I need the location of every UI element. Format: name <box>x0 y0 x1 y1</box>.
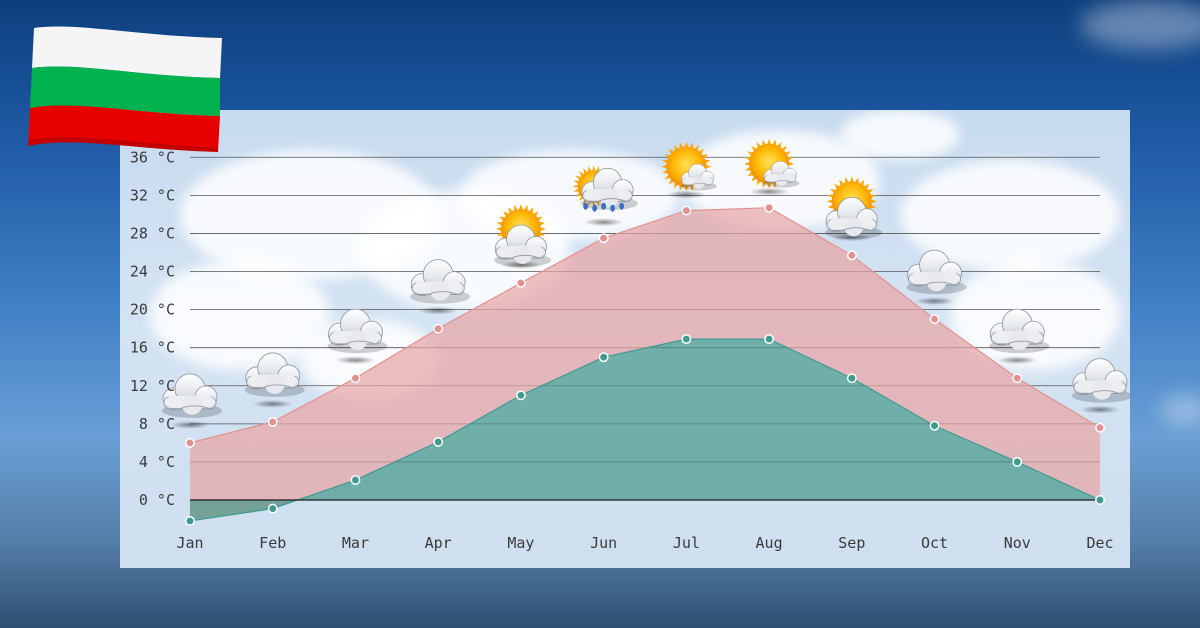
x-tick-label: Dec <box>1086 534 1113 552</box>
low-temp-point <box>267 503 278 514</box>
low-temp-area <box>190 339 1100 521</box>
low-temp-point <box>681 334 692 345</box>
y-tick-label: 36 °C <box>130 148 175 166</box>
y-tick-label: 32 °C <box>130 186 175 204</box>
cloudy-icon <box>1072 358 1130 414</box>
low-temp-point <box>764 334 775 345</box>
x-tick-label: Mar <box>342 534 369 552</box>
high-temp-point <box>1095 422 1105 433</box>
high-temp-point <box>929 314 940 325</box>
x-axis-ticks: Jan Feb Mar Apr May Jun Jul Aug Sep Oct Nov Dec <box>176 534 1113 552</box>
sun-cloud-rain-icon <box>572 165 638 227</box>
high-temp-point <box>185 437 195 448</box>
y-tick-label: 20 °C <box>130 301 175 319</box>
panel-cloud <box>150 260 330 370</box>
bulgaria-flag-icon <box>28 26 222 152</box>
high-temp-point <box>350 373 361 384</box>
low-temp-point <box>515 390 526 401</box>
x-tick-label: Oct <box>921 534 948 552</box>
weather-icons-layer <box>162 138 1130 429</box>
area-layer <box>189 207 1101 522</box>
chart-panel: 0 °C 4 °C 8 °C 12 °C 16 °C 20 °C 24 °C 28 °C 32 … <box>120 110 1130 568</box>
high-temp-point <box>515 277 526 288</box>
low-temp-point <box>1012 456 1023 467</box>
sky-cloud <box>1160 395 1200 425</box>
low-temp-point <box>598 352 609 363</box>
cloudy-icon <box>906 249 967 306</box>
high-temp-area <box>190 207 1100 521</box>
temperature-chart: 0 °C 4 °C 8 °C 12 °C 16 °C 20 °C 24 °C 28 °C 32 … <box>130 138 1130 552</box>
low-temp-point <box>185 515 195 526</box>
low-temp-point <box>929 420 940 431</box>
low-temp-point <box>433 436 444 447</box>
low-temp-point <box>350 475 361 485</box>
partly-sunny-icon <box>494 203 552 269</box>
x-tick-label: Apr <box>425 534 452 552</box>
x-tick-label: Jun <box>590 534 617 552</box>
x-tick-label: Jan <box>176 534 203 552</box>
x-tick-label: Sep <box>838 534 865 552</box>
y-tick-label: 28 °C <box>130 224 175 242</box>
x-tick-label: May <box>507 534 534 552</box>
cloudy-icon <box>410 259 471 315</box>
high-temp-point <box>846 250 857 261</box>
high-temp-point <box>1012 373 1023 384</box>
y-axis-ticks: 0 °C 4 °C 8 °C 12 °C 16 °C 20 °C 24 °C 28 °C 32 … <box>130 148 175 509</box>
partly-sunny-icon <box>825 176 883 242</box>
cloudy-icon <box>989 308 1050 365</box>
x-tick-label: Jul <box>673 534 700 552</box>
sunny-icon <box>744 138 800 196</box>
high-temp-point <box>433 323 444 334</box>
cloudy-icon <box>244 352 305 408</box>
high-temp-line <box>189 207 1101 444</box>
sunny-icon <box>661 141 717 199</box>
cloudy-icon <box>162 373 222 429</box>
flag-white-stripe <box>32 26 222 78</box>
points-layer <box>185 202 1105 526</box>
high-temp-point <box>681 205 692 216</box>
sky-cloud <box>1080 0 1200 50</box>
x-tick-label: Nov <box>1004 534 1031 552</box>
low-temp-line <box>189 338 1101 522</box>
flag-green-stripe <box>30 66 220 116</box>
x-tick-label: Aug <box>756 534 783 552</box>
y-tick-label: 12 °C <box>130 377 175 395</box>
high-temp-point <box>267 416 278 427</box>
low-temp-point <box>1095 495 1105 505</box>
y-tick-label: 24 °C <box>130 263 175 281</box>
x-tick-label: Feb <box>259 534 286 552</box>
high-temp-point <box>764 202 775 213</box>
flag-red-stripe <box>28 105 220 152</box>
y-tick-label: 16 °C <box>130 339 175 357</box>
low-temp-point <box>846 373 857 384</box>
high-temp-point <box>598 233 609 244</box>
y-tick-label: 8 °C <box>139 415 175 433</box>
y-tick-label: 0 °C <box>139 491 175 509</box>
cloudy-icon <box>327 308 388 365</box>
panel-cloud <box>840 110 960 160</box>
y-tick-label: 4 °C <box>139 453 175 471</box>
